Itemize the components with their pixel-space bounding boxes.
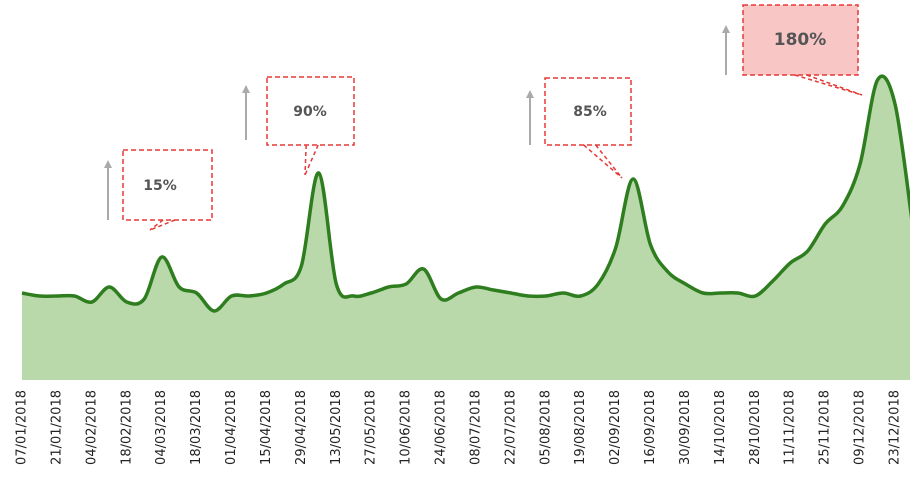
callout-box [122,149,213,221]
callout-pointer [149,219,176,231]
callout-text: 180% [774,30,827,50]
x-tick-label: 22/07/2018 [503,390,518,465]
x-tick-label: 30/09/2018 [678,390,693,465]
area [22,76,910,380]
x-tick-label: 11/11/2018 [783,390,798,465]
x-tick-label: 07/01/2018 [15,390,30,465]
x-tick-label: 01/04/2018 [224,390,239,465]
x-tick-label: 18/02/2018 [119,390,134,465]
x-tick-label: 23/12/2018 [888,390,903,465]
x-tick-label: 21/01/2018 [49,390,64,465]
x-tick-label: 08/07/2018 [468,390,483,465]
callout-box [544,77,632,146]
callout-box [742,4,859,76]
callout-text: 90% [293,104,327,120]
x-tick-label: 18/03/2018 [189,390,204,465]
x-tick-label: 24/06/2018 [434,390,449,465]
x-tick-label: 04/02/2018 [84,390,99,465]
up-arrow-head [104,160,112,168]
callout-box [266,76,355,146]
callout-pointer [583,144,623,179]
x-tick-label: 13/05/2018 [329,390,344,465]
x-tick-label: 02/09/2018 [608,390,623,465]
x-tick-label: 04/03/2018 [154,390,169,465]
callout-pointer [794,74,863,96]
x-tick-label: 09/12/2018 [853,390,868,465]
callout-text: 85% [573,104,607,120]
x-tick-label: 29/04/2018 [294,390,309,465]
x-tick-label: 25/11/2018 [818,390,833,465]
up-arrow-head [722,25,730,33]
x-tick-label: 28/10/2018 [748,390,763,465]
x-tick-label: 16/09/2018 [643,390,658,465]
x-tick-label: 27/05/2018 [364,390,379,465]
up-arrow-head [242,85,250,93]
callout-pointer [304,144,319,176]
up-arrow-head [526,90,534,98]
callout-text: 15% [143,178,177,194]
x-tick-label: 10/06/2018 [399,390,414,465]
x-tick-label: 05/08/2018 [538,390,553,465]
x-tick-label: 14/10/2018 [713,390,728,465]
line [21,74,910,313]
x-tick-label: 19/08/2018 [573,390,588,465]
x-tick-label: 15/04/2018 [259,390,274,465]
